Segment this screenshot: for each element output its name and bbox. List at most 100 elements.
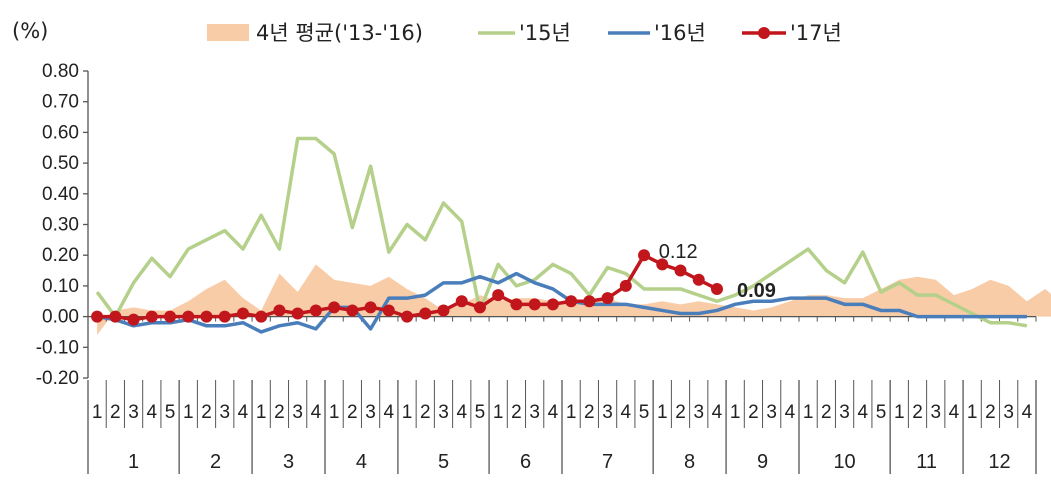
x-month-label: 2 bbox=[210, 451, 221, 473]
y-tick-label: 0.40 bbox=[42, 184, 79, 205]
data-point-2017 bbox=[346, 304, 359, 317]
y-tick-label: 0.20 bbox=[42, 245, 79, 266]
data-point-2017 bbox=[200, 310, 213, 323]
x-week-label: 1 bbox=[493, 402, 504, 423]
x-week-label: 3 bbox=[602, 402, 613, 423]
legend: 4년 평균('13-'16) '15년 '16년 '17년 bbox=[207, 21, 842, 45]
x-month-label: 8 bbox=[684, 451, 695, 473]
x-week-label: 3 bbox=[839, 402, 850, 423]
x-week-label: 2 bbox=[821, 402, 832, 423]
data-point-2017 bbox=[91, 310, 104, 323]
x-month-label: 5 bbox=[438, 451, 449, 473]
x-month-label: 4 bbox=[356, 451, 367, 473]
data-point-2017 bbox=[656, 258, 669, 271]
data-point-2017 bbox=[455, 295, 468, 308]
x-week-label: 1 bbox=[894, 402, 905, 423]
x-month-label: 7 bbox=[602, 451, 613, 473]
x-week-label: 4 bbox=[238, 402, 249, 423]
y-tick-label: -0.20 bbox=[36, 368, 79, 389]
data-point-2017 bbox=[710, 282, 723, 295]
x-week-label: 1 bbox=[256, 402, 267, 423]
x-week-label: 5 bbox=[639, 402, 650, 423]
data-point-2017 bbox=[437, 304, 450, 317]
y-tick-label: 0.60 bbox=[42, 122, 79, 143]
x-week-label: 2 bbox=[675, 402, 686, 423]
data-point-2017 bbox=[255, 310, 268, 323]
x-week-label: 3 bbox=[128, 402, 139, 423]
series-line-2016 bbox=[96, 271, 1027, 334]
data-point-2017 bbox=[492, 289, 505, 302]
x-week-label: 5 bbox=[475, 402, 486, 423]
x-week-label: 1 bbox=[92, 402, 103, 423]
data-point-2017 bbox=[291, 307, 304, 320]
x-axis: 1 2 3 4 511 2 3 421 2 3 431 2 3 441 2 3 4 551 2 3 461 2 3 4 571 2… bbox=[87, 380, 1037, 474]
data-point-2017 bbox=[328, 301, 341, 314]
y-tick-label: 0.10 bbox=[42, 276, 79, 297]
x-week-label: 3 bbox=[529, 402, 540, 423]
data-point-2017 bbox=[565, 295, 578, 308]
x-week-label: 4 bbox=[785, 402, 796, 423]
legend-marker-2017 bbox=[758, 27, 770, 39]
data-point-2017 bbox=[127, 313, 140, 326]
y-tick-label: 0.80 bbox=[42, 61, 79, 82]
data-point-2017 bbox=[218, 310, 231, 323]
x-month-label: 1 bbox=[128, 451, 139, 473]
data-point-2017 bbox=[145, 310, 158, 323]
data-point-2017 bbox=[638, 249, 651, 262]
x-week-label: 1 bbox=[329, 402, 340, 423]
x-week-label: 4 bbox=[949, 402, 960, 423]
x-week-label: 1 bbox=[967, 402, 978, 423]
x-week-label: 3 bbox=[766, 402, 777, 423]
legend-label-4yr-avg: 4년 평균('13-'16) bbox=[256, 21, 423, 45]
data-label: 0.12 bbox=[659, 241, 698, 263]
y-tick-label: 0.00 bbox=[42, 307, 79, 328]
x-week-label: 4 bbox=[1022, 402, 1033, 423]
x-week-label: 1 bbox=[183, 402, 194, 423]
x-week-label: 4 bbox=[621, 402, 632, 423]
y-tick-label: 0.70 bbox=[42, 92, 79, 113]
x-week-label: 1 bbox=[657, 402, 668, 423]
x-week-label: 3 bbox=[438, 402, 449, 423]
x-week-label: 4 bbox=[311, 402, 322, 423]
x-month-label: 9 bbox=[757, 451, 768, 473]
x-week-label: 5 bbox=[876, 402, 887, 423]
series-area-4yr-avg bbox=[97, 264, 1051, 336]
x-week-label: 2 bbox=[912, 402, 923, 423]
x-week-label: 2 bbox=[201, 402, 212, 423]
data-point-2017 bbox=[674, 264, 687, 277]
legend-label-2015: '15년 bbox=[519, 21, 571, 45]
data-point-2017 bbox=[692, 273, 705, 286]
x-week-label: 4 bbox=[548, 402, 559, 423]
data-point-2017 bbox=[164, 310, 177, 323]
plot-area: 0.12 0.09 bbox=[87, 136, 1051, 336]
legend-swatch-4yr-avg bbox=[207, 24, 249, 41]
x-week-label: 1 bbox=[402, 402, 413, 423]
x-month-label: 10 bbox=[833, 451, 855, 473]
x-month-label: 11 bbox=[916, 451, 937, 473]
data-point-2017 bbox=[528, 298, 541, 311]
series-line-2015 bbox=[95, 136, 1028, 328]
data-point-2017 bbox=[546, 298, 559, 311]
data-point-2017 bbox=[273, 304, 286, 317]
x-week-label: 3 bbox=[365, 402, 376, 423]
data-point-2017 bbox=[182, 310, 195, 323]
data-label: 0.09 bbox=[737, 280, 776, 302]
data-point-2017 bbox=[473, 301, 486, 314]
data-point-2017 bbox=[309, 304, 322, 317]
x-month-label: 3 bbox=[283, 451, 294, 473]
x-week-label: 3 bbox=[292, 402, 303, 423]
x-week-label: 2 bbox=[985, 402, 996, 423]
x-week-label: 2 bbox=[274, 402, 285, 423]
data-point-2017 bbox=[510, 298, 523, 311]
y-tick-label: 0.30 bbox=[42, 215, 79, 236]
x-week-label: 3 bbox=[219, 402, 230, 423]
y-tick-label: -0.10 bbox=[36, 337, 79, 358]
data-point-2017 bbox=[364, 301, 377, 314]
data-point-2017 bbox=[619, 279, 632, 292]
x-week-label: 4 bbox=[147, 402, 158, 423]
y-axis: 0.80 0.70 0.60 0.50 0.40 0.30 0.20 0.10 0.00 -0.1… bbox=[36, 61, 89, 389]
x-week-label: 2 bbox=[584, 402, 595, 423]
data-point-2017 bbox=[419, 307, 432, 320]
x-week-label: 2 bbox=[110, 402, 121, 423]
